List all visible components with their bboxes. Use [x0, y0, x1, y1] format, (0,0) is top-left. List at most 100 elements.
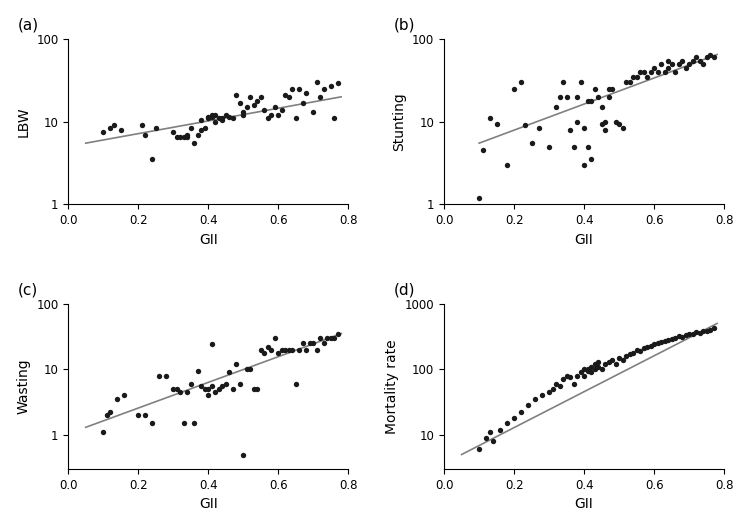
Point [310, 345, 322, 354]
Point [206, 340, 218, 348]
Point [673, 332, 685, 341]
Point [308, 339, 320, 347]
Point [704, 50, 716, 59]
Point [610, 360, 622, 369]
Point [568, 380, 580, 388]
Point [473, 194, 485, 202]
Point [332, 329, 344, 338]
Point [293, 84, 305, 93]
Point [676, 56, 688, 65]
Point [234, 98, 246, 107]
Point [283, 345, 295, 354]
Point [262, 114, 274, 122]
Point [641, 343, 653, 351]
Point [669, 68, 681, 76]
Point [132, 411, 144, 419]
Point [620, 352, 632, 360]
Point [209, 118, 221, 126]
Point [665, 335, 677, 343]
Point [230, 91, 242, 99]
Point [484, 428, 496, 436]
Point [328, 114, 340, 122]
Point [585, 97, 597, 105]
Point [662, 336, 674, 344]
Text: (c): (c) [18, 282, 38, 297]
Point [585, 155, 597, 164]
Point [680, 63, 692, 72]
Point [136, 121, 148, 130]
Point [206, 382, 218, 391]
Point [599, 118, 611, 126]
Point [550, 380, 562, 388]
Point [224, 368, 236, 376]
Point [98, 128, 109, 136]
Point [224, 112, 236, 121]
Point [216, 114, 228, 122]
Point [262, 343, 274, 351]
Point [255, 92, 267, 101]
Point [255, 345, 267, 354]
Point [652, 339, 664, 347]
Point [634, 347, 646, 355]
X-axis label: GII: GII [574, 233, 593, 247]
Point [199, 124, 211, 132]
Point [202, 112, 214, 121]
Point [286, 345, 298, 354]
Point [602, 84, 614, 93]
Point [694, 328, 706, 337]
Point [310, 78, 322, 87]
Point [585, 362, 597, 371]
Point [683, 330, 695, 338]
Point [652, 68, 664, 76]
Point [574, 368, 586, 376]
Point [543, 388, 555, 396]
Point [581, 366, 593, 375]
X-axis label: GII: GII [574, 497, 593, 511]
Point [578, 365, 590, 373]
Point [258, 106, 270, 114]
Point [321, 334, 333, 342]
Point [153, 371, 165, 380]
Point [213, 385, 225, 393]
Point [226, 385, 238, 393]
Point [241, 103, 253, 111]
Point [571, 118, 583, 126]
Y-axis label: Mortality rate: Mortality rate [386, 339, 399, 433]
Point [578, 371, 590, 380]
Point [230, 360, 242, 369]
Point [522, 401, 534, 410]
Point [662, 63, 674, 72]
Point [697, 327, 709, 335]
Point [589, 84, 601, 93]
Point [623, 350, 635, 359]
Point [300, 345, 312, 354]
Point [115, 126, 127, 134]
Point [536, 391, 548, 400]
Point [171, 385, 183, 393]
Point [268, 103, 280, 111]
Point [167, 385, 179, 393]
Point [620, 78, 632, 87]
Point [532, 124, 544, 132]
Point [314, 334, 326, 342]
Point [638, 344, 650, 352]
Point [581, 97, 593, 105]
Point [589, 365, 601, 373]
Point [564, 373, 576, 382]
Point [631, 345, 643, 354]
Point [606, 84, 618, 93]
Point [332, 79, 344, 88]
Point [623, 78, 635, 87]
Point [202, 114, 214, 122]
Point [195, 116, 207, 124]
Point [704, 326, 716, 334]
Point [515, 408, 527, 417]
Point [325, 82, 337, 90]
Point [244, 92, 256, 101]
Point [589, 360, 601, 369]
Point [290, 380, 302, 388]
Point [613, 119, 625, 128]
Text: (a): (a) [18, 17, 39, 32]
Point [146, 155, 158, 164]
Point [554, 382, 566, 391]
